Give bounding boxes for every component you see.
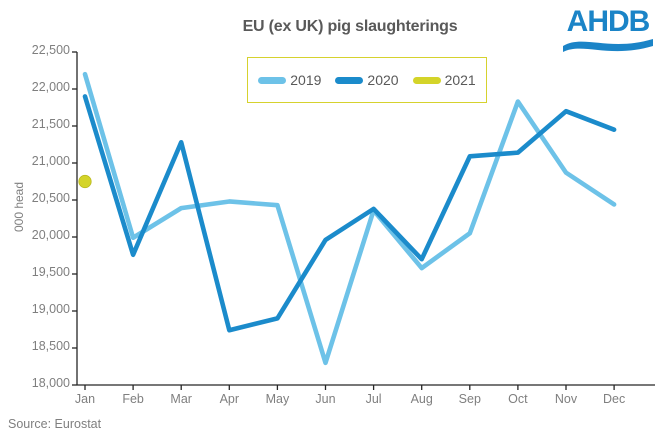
y-axis-tick-labels: 18,000 18,500 19,000 19,500 20,000 20,500 21,0… xyxy=(0,0,70,439)
series-line-2019 xyxy=(82,71,617,366)
legend-swatch-2021 xyxy=(412,76,441,84)
x-axis-tick-label: Jun xyxy=(315,392,336,406)
legend-item-2020[interactable]: 2020 xyxy=(335,72,399,88)
y-axis-tick-label: 19,000 xyxy=(31,302,70,316)
legend-label-2019: 2019 xyxy=(290,72,322,88)
x-axis-tick-label: Feb xyxy=(122,392,144,406)
x-axis-tick-label: Jul xyxy=(365,392,382,406)
source-note: Source: Eurostat xyxy=(8,417,102,431)
legend-label-2020: 2020 xyxy=(367,72,399,88)
y-axis-tick-label: 20,500 xyxy=(31,191,70,205)
y-axis-tick-label: 18,500 xyxy=(31,339,70,353)
x-axis-tick-label: Sep xyxy=(458,392,481,406)
legend-swatch-2020 xyxy=(335,76,364,84)
x-axis-tick-label: Dec xyxy=(602,392,626,406)
logo-wave-icon xyxy=(563,39,653,52)
legend-label-2021: 2021 xyxy=(444,72,476,88)
y-axis-tick-label: 22,500 xyxy=(31,43,70,57)
series-line-2020 xyxy=(82,94,617,333)
legend-item-2019[interactable]: 2019 xyxy=(258,72,321,88)
y-axis-tick-label: 21,500 xyxy=(31,117,70,131)
y-axis-tick-label: 21,000 xyxy=(31,154,70,168)
y-axis-tick-label: 22,000 xyxy=(31,80,70,94)
y-axis-tick-label: 18,000 xyxy=(31,376,70,390)
y-axis-tick-label: 19,500 xyxy=(31,265,70,279)
legend-item-2021[interactable]: 2021 xyxy=(412,72,476,88)
x-axis-tick-label: Apr xyxy=(219,392,240,406)
y-axis-tick-label: 20,000 xyxy=(31,228,70,242)
chart-legend: 2019 2020 2021 xyxy=(247,57,487,103)
x-axis-tick-label: Mar xyxy=(170,392,192,406)
data-point-2021 xyxy=(78,174,92,189)
ahdb-logo: AHDB xyxy=(559,6,657,54)
x-axis-tick-label: Jan xyxy=(74,392,96,406)
page-title: EU (ex UK) pig slaughterings xyxy=(242,18,458,35)
x-axis-tick-label: Aug xyxy=(410,392,433,406)
logo-wordmark: AHDB xyxy=(566,5,651,38)
x-axis-tick-label: Oct xyxy=(508,392,528,406)
legend-swatch-2019 xyxy=(258,76,287,84)
x-axis-tick-label: May xyxy=(265,392,290,406)
x-axis-tick-label: Nov xyxy=(554,392,578,406)
